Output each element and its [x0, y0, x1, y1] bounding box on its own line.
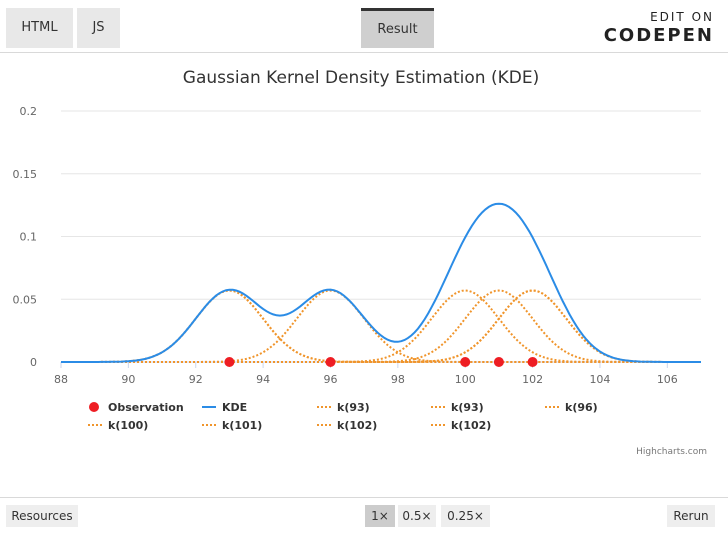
legend-label: Observation: [108, 401, 184, 414]
y-axis: 0 0.05 0.1 0.15 0.2: [13, 105, 38, 369]
legend: Observation KDE k(93) k(93) k(96) k(100) k(101…: [88, 401, 598, 432]
tab-result[interactable]: Result: [361, 8, 434, 48]
legend-item[interactable]: k(93): [317, 401, 370, 414]
legend-marker: [89, 402, 99, 412]
edit-on-label: EDIT ON: [650, 10, 714, 24]
legend-item[interactable]: Observation: [89, 401, 184, 414]
x-tick-label: 94: [256, 373, 270, 386]
y-tick-label: 0.1: [20, 231, 38, 244]
legend-item[interactable]: k(96): [545, 401, 598, 414]
x-tick-label: 92: [189, 373, 203, 386]
x-tick-label: 102: [522, 373, 543, 386]
legend-label: KDE: [222, 401, 247, 414]
zoom-0-25x-button[interactable]: 0.25×: [441, 505, 490, 527]
chart-title: Gaussian Kernel Density Estimation (KDE): [183, 68, 539, 88]
legend-label: k(102): [451, 419, 491, 432]
kernel-series: [61, 289, 701, 363]
kde-chart: Gaussian Kernel Density Estimation (KDE)…: [13, 68, 708, 457]
legend-item[interactable]: k(101): [202, 419, 262, 432]
x-tick-label: 96: [323, 373, 337, 386]
tab-html[interactable]: HTML: [6, 8, 73, 48]
legend-item[interactable]: k(100): [88, 419, 148, 432]
x-tick-label: 90: [121, 373, 135, 386]
edit-on-codepen-link[interactable]: EDIT ON CODEPEN: [604, 10, 714, 46]
resources-button[interactable]: Resources: [6, 505, 78, 527]
y-tick-label: 0.05: [13, 293, 38, 306]
top-bar: HTML JS Result EDIT ON CODEPEN: [0, 0, 728, 53]
kernel-line: [61, 289, 701, 363]
x-tick-label: 88: [54, 373, 68, 386]
zoom-1x-button[interactable]: 1×: [365, 505, 395, 527]
legend-label: k(96): [565, 401, 598, 414]
observation-point: [224, 357, 235, 367]
x-tick-label: 100: [455, 373, 476, 386]
legend-item[interactable]: k(102): [431, 419, 491, 432]
grid-lines: [61, 110, 701, 363]
kernel-line: [61, 289, 701, 363]
legend-item[interactable]: k(93): [431, 401, 484, 414]
kde-line: [61, 202, 701, 363]
legend-item[interactable]: k(102): [317, 419, 377, 432]
y-tick-label: 0: [30, 356, 37, 369]
y-tick-label: 0.15: [13, 168, 38, 181]
x-axis: 88 90 92 94 96 98 100 102 104 106: [54, 362, 678, 386]
legend-label: k(100): [108, 419, 148, 432]
x-tick-label: 98: [391, 373, 405, 386]
x-tick-label: 106: [657, 373, 678, 386]
legend-label: k(93): [337, 401, 370, 414]
rerun-button[interactable]: Rerun: [667, 505, 715, 527]
kernel-line: [61, 289, 701, 363]
kernel-line: [61, 289, 701, 363]
kernel-line: [61, 289, 701, 363]
kde-series: [61, 202, 701, 363]
observation-point: [325, 357, 336, 367]
y-tick-label: 0.2: [20, 105, 38, 118]
zoom-0-5x-button[interactable]: 0.5×: [398, 505, 436, 527]
tab-js[interactable]: JS: [77, 8, 120, 48]
observation-point: [493, 357, 504, 367]
legend-label: k(101): [222, 419, 262, 432]
kernel-line: [61, 289, 701, 363]
legend-label: k(93): [451, 401, 484, 414]
codepen-logo: CODEPEN: [603, 25, 714, 46]
bottom-bar: Resources 1× 0.5× 0.25× Rerun: [0, 497, 728, 534]
legend-label: k(102): [337, 419, 377, 432]
legend-item[interactable]: KDE: [202, 401, 247, 414]
kernel-line: [61, 289, 701, 363]
x-tick-label: 104: [589, 373, 610, 386]
observation-point: [460, 357, 471, 367]
observation-point: [527, 357, 538, 367]
highcharts-credits[interactable]: Highcharts.com: [636, 447, 707, 457]
observation-series: [224, 357, 538, 367]
chart-container: Gaussian Kernel Density Estimation (KDE)…: [0, 53, 728, 496]
